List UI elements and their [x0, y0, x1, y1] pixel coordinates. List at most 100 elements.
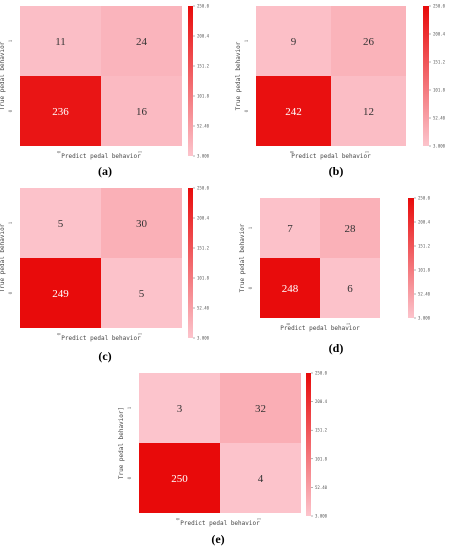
- x-axis-label: Predict pedal behavior: [291, 153, 371, 160]
- heatmap-cell: [139, 373, 220, 443]
- heatmap-cell: [101, 188, 182, 258]
- cell-value-label: 24: [136, 36, 148, 48]
- colorbar: [188, 6, 193, 156]
- y-tick-label: 0: [128, 476, 133, 479]
- confusion-matrix-panel-c: 5 30 249 5 1 0 0 1 True pedal behavior Predict pe…: [0, 180, 226, 370]
- x-axis-label: Predict pedal behavior: [61, 153, 141, 160]
- panel-caption: (d): [329, 341, 344, 355]
- y-tick-label: 0: [9, 109, 14, 112]
- heatmap-cell: [20, 258, 101, 328]
- cell-value-label: 28: [345, 223, 357, 235]
- cell-value-label: 7: [287, 223, 293, 235]
- colorbar-tick-label: 52.40: [433, 116, 446, 121]
- heatmap-cell: [20, 6, 101, 76]
- heatmap-cell: [20, 188, 101, 258]
- heatmap-cell: [20, 76, 101, 146]
- cell-value-label: 250: [171, 473, 188, 485]
- colorbar-tick-label: 3.000: [197, 154, 210, 159]
- colorbar-tick-label: 151.2: [418, 244, 431, 249]
- y-tick-label: 1: [9, 39, 14, 42]
- colorbar-tick-label: 52.40: [315, 485, 328, 490]
- colorbar-tick-label: 101.8: [197, 94, 210, 99]
- colorbar-tick-label: 52.40: [197, 306, 210, 311]
- cell-value-label: 11: [55, 36, 66, 48]
- heatmap-cell: [101, 76, 182, 146]
- confusion-matrix-panel-d: 7 28 248 6 1 0 0 1 True pedal behavior Predict pe…: [226, 190, 452, 370]
- colorbar-tick-label: 250.0: [315, 371, 328, 376]
- x-tick-label: 1: [258, 517, 263, 520]
- x-axis-label: Predict pedal behavior: [180, 520, 260, 527]
- cell-value-label: 32: [255, 403, 266, 415]
- heatmap-cell: [256, 6, 331, 76]
- cell-value-label: 4: [258, 473, 264, 485]
- colorbar-tick-label: 200.4: [418, 220, 431, 225]
- panel-caption: (c): [98, 349, 111, 363]
- heatmap-cell: [101, 258, 182, 328]
- y-tick-label: 0: [9, 291, 14, 294]
- cell-value-label: 248: [282, 283, 299, 295]
- y-tick-label: 0: [249, 286, 254, 289]
- cell-value-label: 242: [285, 106, 302, 118]
- x-tick-label: 0: [58, 150, 63, 153]
- colorbar-tick-label: 151.2: [197, 64, 210, 69]
- colorbar: [408, 198, 414, 318]
- cell-value-label: 16: [136, 106, 148, 118]
- colorbar-tick-label: 52.40: [197, 124, 210, 129]
- heatmap-cell: [260, 198, 320, 258]
- cell-value-label: 249: [52, 288, 69, 300]
- colorbar-tick-label: 101.8: [197, 276, 210, 281]
- colorbar-tick-label: 151.2: [197, 246, 210, 251]
- y-tick-label: 1: [9, 221, 14, 224]
- y-axis-label: True pedal behavior: [235, 41, 242, 110]
- heatmap-cell: [256, 76, 331, 146]
- x-tick-label: 1: [347, 322, 352, 325]
- heatmap-cell: [101, 6, 182, 76]
- heatmap-cell: [331, 6, 406, 76]
- y-axis-label: True pedal behavior]: [118, 407, 125, 479]
- colorbar-tick-label: 3.000: [433, 144, 446, 149]
- colorbar-tick-label: 200.4: [433, 32, 446, 37]
- heatmap-cell: [139, 443, 220, 513]
- heatmap-cell: [320, 258, 380, 318]
- x-tick-label: 1: [139, 150, 144, 153]
- colorbar-tick-label: 101.8: [315, 456, 328, 461]
- heatmap-cell: [220, 373, 301, 443]
- colorbar-tick-label: 200.4: [315, 399, 328, 404]
- colorbar-tick-label: 200.4: [197, 216, 210, 221]
- x-tick-label: 0: [58, 332, 63, 335]
- y-axis-label: True pedal behavior: [0, 223, 6, 292]
- colorbar-tick-label: 250.0: [197, 186, 210, 191]
- colorbar-tick-label: 52.40: [418, 292, 431, 297]
- cell-value-label: 30: [136, 218, 148, 230]
- heatmap-cell: [220, 443, 301, 513]
- y-axis-label: True pedal behavior: [239, 223, 246, 292]
- confusion-matrix-panel-e: 3 32 250 4 1 0 0 1 True pedal behavior] Predict p…: [113, 365, 339, 550]
- cell-value-label: 6: [347, 283, 353, 295]
- cell-value-label: 3: [177, 403, 183, 415]
- colorbar-tick-label: 151.2: [433, 60, 446, 65]
- panel-caption: (b): [329, 164, 344, 178]
- colorbar-tick-label: 151.2: [315, 428, 328, 433]
- cell-value-label: 236: [52, 106, 69, 118]
- cell-value-label: 26: [363, 36, 375, 48]
- colorbar: [306, 373, 311, 516]
- colorbar-tick-label: 101.8: [433, 88, 446, 93]
- cell-value-label: 12: [363, 106, 374, 118]
- cell-value-label: 9: [291, 36, 297, 48]
- x-axis-label: Predict pedal behavior: [61, 335, 141, 342]
- colorbar-tick-label: 250.0: [433, 4, 446, 9]
- y-tick-label: 1: [128, 406, 133, 409]
- colorbar: [423, 6, 429, 146]
- x-tick-label: 0: [287, 322, 292, 325]
- heatmap-cell: [260, 258, 320, 318]
- colorbar-tick-label: 101.8: [418, 268, 431, 273]
- heatmap-cell: [320, 198, 380, 258]
- heatmap-cell: [331, 76, 406, 146]
- cell-value-label: 5: [58, 218, 64, 230]
- confusion-matrix-panel-b: 9 26 242 12 1 0 0 1 True pedal behavior Predict p…: [226, 0, 452, 190]
- colorbar-tick-label: 200.4: [197, 34, 210, 39]
